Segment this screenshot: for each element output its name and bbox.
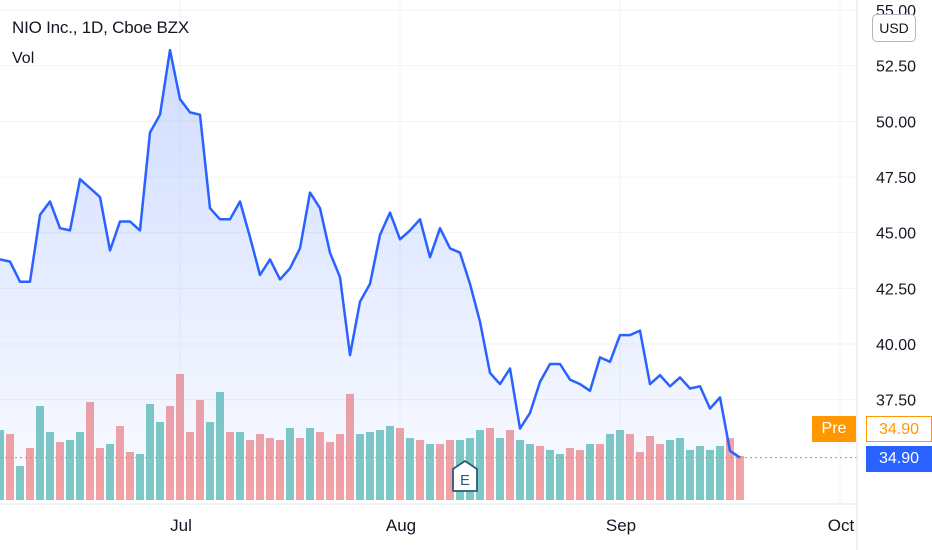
price-tick-label: 45.00 — [876, 226, 916, 243]
time-tick-label: Sep — [606, 516, 636, 535]
price-tick-label: 40.00 — [876, 337, 916, 354]
price-area — [0, 50, 740, 500]
pre-market-label: Pre — [812, 416, 856, 442]
price-tick-label: 47.50 — [876, 170, 916, 187]
time-tick-label: Oct — [828, 516, 855, 535]
price-tick-label: 52.50 — [876, 59, 916, 76]
last-price-tag: 34.90 — [866, 446, 932, 472]
earnings-marker-label: E — [460, 472, 470, 489]
price-tick-label: 42.50 — [876, 281, 916, 298]
volume-indicator-label[interactable]: Vol — [12, 50, 35, 67]
earnings-marker-icon[interactable]: E — [451, 460, 479, 492]
pre-market-price: 34.90 — [866, 416, 932, 442]
chart-title: NIO Inc., 1D, Cboe BZX — [12, 18, 189, 37]
time-tick-label: Aug — [386, 516, 416, 535]
price-tick-label: 50.00 — [876, 114, 916, 131]
price-line — [0, 48, 741, 459]
price-tick-label: 37.50 — [876, 393, 916, 410]
time-axis[interactable]: Jul Aug Sep Oct — [170, 516, 854, 535]
currency-button[interactable]: USD — [872, 14, 916, 42]
time-tick-label: Jul — [170, 516, 192, 535]
